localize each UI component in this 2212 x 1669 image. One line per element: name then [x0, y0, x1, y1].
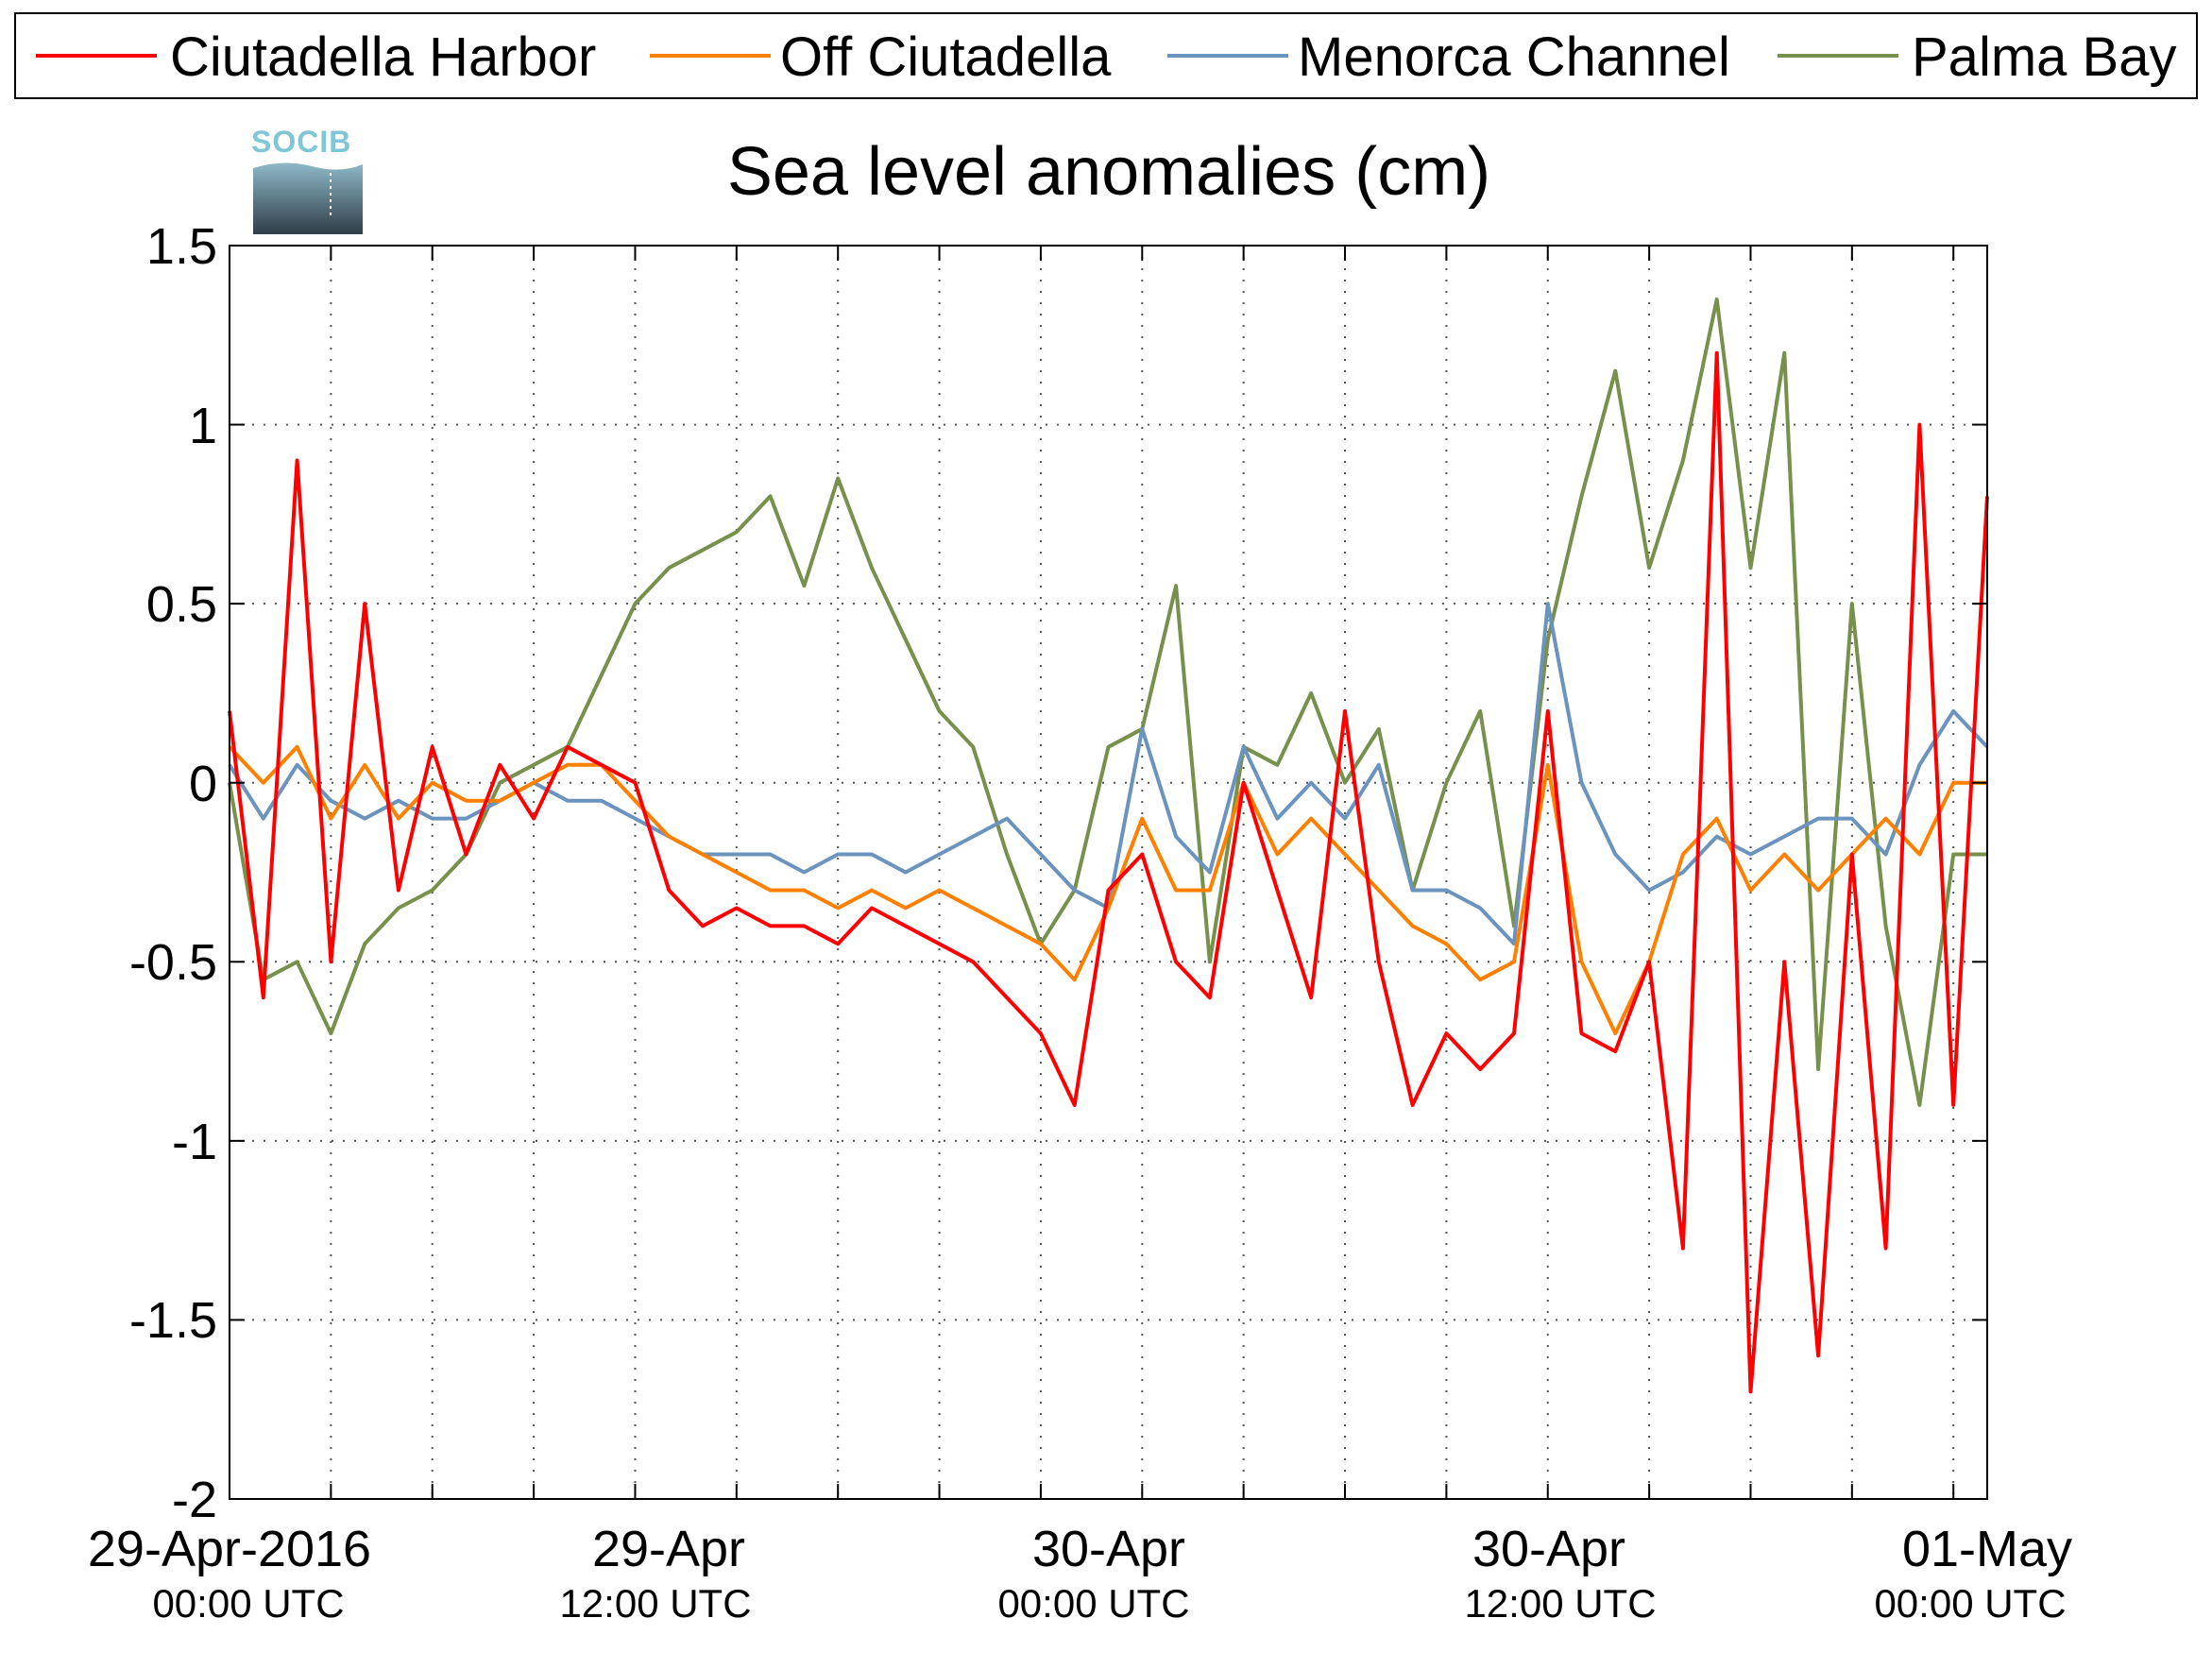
x-tick-time: 00:00 UTC	[152, 1581, 344, 1626]
series-line-ciutadella-harbor	[228, 350, 1989, 1394]
legend-label-menorca-channel: Menorca Channel	[1298, 26, 1730, 88]
x-tick-time: 00:00 UTC	[997, 1581, 1189, 1626]
x-tick-date: 30-Apr	[1032, 1521, 1185, 1577]
legend-label-off-ciutadella: Off Ciutadella	[780, 26, 1112, 88]
series-lines	[228, 297, 1989, 1394]
x-tick-date: 29-Apr-2016	[88, 1521, 371, 1577]
legend-label-ciutadella-harbor: Ciutadella Harbor	[170, 26, 596, 88]
x-tick-time: 12:00 UTC	[559, 1581, 751, 1626]
y-tick-label: -2	[172, 1472, 217, 1528]
socib-logo-wave	[253, 162, 363, 234]
y-tick-label: -0.5	[129, 934, 217, 991]
plot-frame	[229, 245, 1988, 1500]
y-tick-label: 0	[189, 756, 217, 812]
y-tick-label: 1	[189, 398, 217, 454]
x-tick-date: 30-Apr	[1472, 1521, 1625, 1577]
axis-ticks	[229, 245, 1987, 1500]
x-tick-date: 29-Apr	[592, 1521, 745, 1577]
series-line-palma-bay	[228, 297, 1987, 1107]
x-tick-time: 00:00 UTC	[1874, 1581, 2066, 1626]
plot-background	[230, 246, 1987, 1499]
y-tick-label: 0.5	[146, 576, 217, 633]
y-axis-labels: 1.5 1 0.5 0 -0.5 -1 -1.5 -2	[129, 218, 217, 1528]
x-tick-date: 01-May	[1902, 1521, 2072, 1577]
x-axis-labels: 29-Apr-2016 00:00 UTC 29-Apr 12:00 UTC 3…	[88, 1521, 2072, 1626]
legend: Ciutadella Harbor Off Ciutadella Menorca…	[14, 12, 2198, 99]
series-line-off-ciutadella	[228, 744, 1987, 1036]
y-tick-label: -1.5	[129, 1292, 217, 1349]
y-tick-label: 1.5	[146, 218, 217, 275]
socib-logo-text: SOCIB	[251, 125, 351, 159]
chart-title: Sea level anomalies (cm)	[727, 134, 1490, 210]
plot-area	[228, 245, 1989, 1500]
legend-label-palma-bay: Palma Bay	[1912, 26, 2176, 88]
x-tick-time: 12:00 UTC	[1464, 1581, 1656, 1626]
grid-lines	[230, 246, 1987, 1499]
socib-logo: SOCIB	[251, 125, 363, 234]
y-tick-label: -1	[172, 1114, 217, 1170]
